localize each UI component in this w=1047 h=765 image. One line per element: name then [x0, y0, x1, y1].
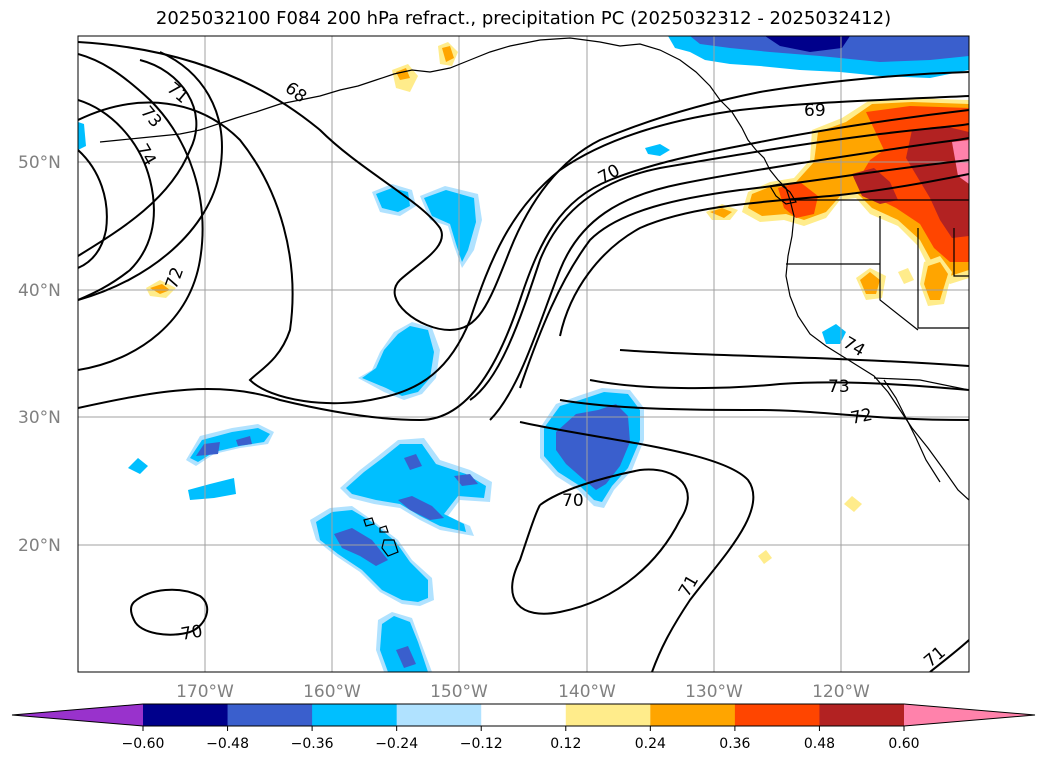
precip-area-blue-7 [128, 458, 148, 474]
contour-label: 70 [562, 491, 584, 511]
contour-68 [78, 41, 969, 332]
colorbar-segment [565, 704, 651, 726]
contour-74 [78, 149, 969, 367]
latitude-labels: 50°N 40°N 30°N 20°N [18, 153, 61, 556]
lat-label: 40°N [18, 281, 61, 301]
lat-label: 30°N [18, 408, 61, 428]
colorbar-tick-label: −0.12 [460, 736, 503, 752]
contour-69 [78, 95, 969, 405]
precip-area-orange-1 [442, 46, 454, 62]
coastline-us-west [785, 199, 969, 501]
coastline-alaska [217, 37, 743, 129]
colorbar-segment [819, 704, 905, 726]
precip-area-blue-12 [822, 324, 846, 344]
contour-72-b [559, 399, 969, 421]
border-nv-ca [879, 216, 919, 331]
precip-area-orange-3 [150, 284, 170, 294]
colorbar-tick-label: 0.24 [635, 736, 666, 752]
colorbar-segment [312, 704, 398, 726]
colorbar-segment [143, 704, 229, 726]
colorbar-tick-label: −0.48 [206, 736, 249, 752]
lon-label: 160°W [303, 682, 361, 702]
coastlines [99, 37, 969, 557]
border-us-mexico [873, 377, 969, 391]
lon-label: 140°W [558, 682, 616, 702]
contour-70-small [130, 588, 209, 636]
precip-area-blue-5b-inner [236, 436, 252, 446]
coastline-aleutians [99, 123, 219, 143]
colorbar-tick-label: 0.48 [804, 736, 835, 752]
contour-71 [78, 51, 969, 401]
lat-label: 20°N [18, 536, 61, 556]
contour-label: 69 [804, 101, 826, 121]
colorbar-extend-max [904, 704, 1035, 726]
contour-70-loop [511, 468, 689, 615]
contour-label: 70 [179, 621, 204, 644]
precip-area-orange-5 [860, 272, 880, 294]
colorbar-segment [650, 704, 736, 726]
map-title: 2025032100 F084 200 hPa refract., precip… [155, 8, 892, 29]
precip-area-blue-2-core [424, 190, 476, 262]
precip-area-darkred-nw [906, 126, 969, 238]
lon-label: 120°W [812, 682, 870, 702]
colorbar-tick-label: −0.36 [291, 736, 334, 752]
border-states-east [953, 228, 969, 277]
precip-area-north-darkblue [765, 36, 850, 52]
precip-area-yellow-8 [844, 496, 862, 512]
precip-area-blue-10-core [380, 616, 428, 672]
precip-area-blue-8-inner-b [398, 496, 444, 520]
negative-precip-areas [78, 36, 969, 672]
colorbar-segment [734, 704, 820, 726]
map-border [77, 35, 970, 673]
colorbar-tick-label: 0.60 [888, 736, 919, 752]
precip-area-blue-4-core [362, 326, 434, 396]
colorbar-segment [481, 704, 567, 726]
lat-label: 50°N [18, 153, 61, 173]
contour-70 [78, 59, 969, 422]
contour-label: 72 [849, 405, 874, 429]
precip-area-blue-5-inner [196, 442, 220, 456]
lon-label: 130°W [685, 682, 743, 702]
precip-area-blue-8-core [346, 444, 486, 532]
colorbar-segment [227, 704, 313, 726]
contour-71-b [519, 421, 755, 672]
contour-label: 73 [828, 377, 850, 397]
precip-area-blue-11-inner [556, 404, 630, 490]
colorbar: −0.60 −0.48 −0.36 −0.24 −0.12 0.12 0.24 0.36 0.4… [11, 703, 1036, 752]
precip-area-blue-3 [645, 144, 670, 156]
coastline-hawaii [363, 517, 399, 557]
colorbar-tick-label: 0.12 [550, 736, 581, 752]
longitude-labels: 170°W 160°W 150°W 140°W 130°W 120°W [176, 682, 870, 702]
precip-area-orange-4 [710, 208, 732, 218]
precip-area-blue-9-inner [334, 528, 388, 566]
lon-label: 170°W [176, 682, 234, 702]
precip-area-blue-8-inner-c [454, 474, 478, 486]
precip-area-yellow-9 [758, 550, 772, 564]
precip-area-red-nw-2 [852, 168, 898, 204]
precip-area-blue-6 [188, 478, 236, 500]
precip-area-blue-10-inner [396, 646, 416, 668]
coastline-baja [883, 379, 941, 483]
colorbar-extend-min [12, 704, 143, 726]
coastline-bc [741, 127, 791, 201]
lon-label: 150°W [430, 682, 488, 702]
precip-area-yellow-6 [898, 268, 914, 284]
border-west-states [917, 228, 969, 329]
contour-72 [78, 53, 969, 421]
refractivity-contours [78, 41, 969, 672]
precip-area-blue-8-inner-a [404, 454, 422, 470]
colorbar-segment [396, 704, 482, 726]
colorbar-tick-label: −0.24 [375, 736, 418, 752]
colorbar-tick-label: −0.60 [122, 736, 165, 752]
colorbar-tick-label: 0.36 [719, 736, 750, 752]
precip-area-blue-13 [78, 122, 86, 150]
contour-71-c [929, 639, 969, 672]
contour-73 [78, 99, 969, 391]
